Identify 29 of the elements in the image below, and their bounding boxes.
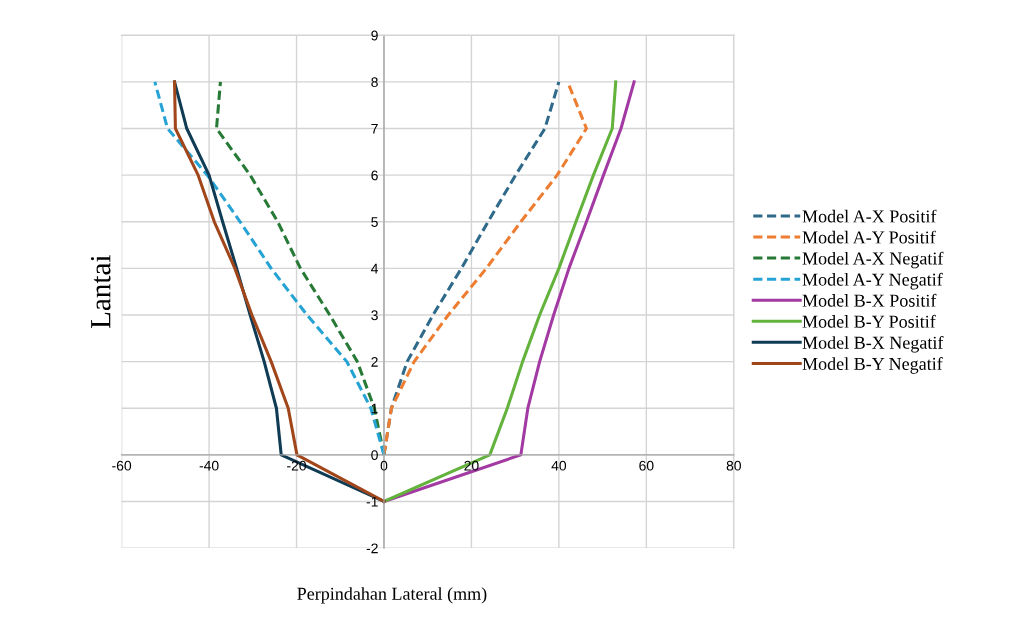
x-tick-label: -40	[199, 460, 219, 471]
x-tick-label: 0	[380, 460, 388, 471]
y-tick-label: 1	[371, 403, 378, 414]
x-axis-title: Perpindahan Lateral (mm)	[297, 587, 487, 604]
legend-label: Model B-X Negatif	[802, 335, 944, 353]
y-tick-label: 4	[371, 263, 379, 274]
legend-label: Model B-X Positif	[802, 293, 937, 307]
y-tick-label: 5	[371, 217, 378, 227]
x-tick-label: -60	[112, 460, 132, 471]
y-tick-label: 9	[371, 30, 378, 41]
legend-label: Model A-Y Negatif	[802, 272, 943, 290]
legend-label: Model A-X Positif	[802, 209, 937, 223]
y-tick-label: 2	[371, 356, 378, 367]
y-tick-label: 3	[371, 310, 378, 321]
y-tick-label: -2	[366, 543, 378, 554]
y-tick-label: 0	[371, 450, 378, 461]
y-axis-title: Lantai	[90, 255, 111, 329]
y-tick-label: 8	[371, 77, 378, 88]
legend-label: Model A-X Negatif	[802, 251, 944, 269]
x-tick-label: 40	[551, 460, 567, 471]
x-tick-label: 80	[726, 460, 741, 471]
y-tick-label: 7	[371, 124, 378, 134]
y-tick-label: 6	[371, 170, 378, 181]
y-tick-label: -1	[366, 496, 378, 507]
legend-label: Model A-Y Positif	[802, 230, 936, 244]
legend-label: Model B-Y Negatif	[802, 357, 943, 374]
legend-label: Model B-Y Positif	[802, 314, 936, 328]
x-tick-label: -20	[287, 460, 307, 471]
x-tick-label: 60	[639, 460, 654, 471]
